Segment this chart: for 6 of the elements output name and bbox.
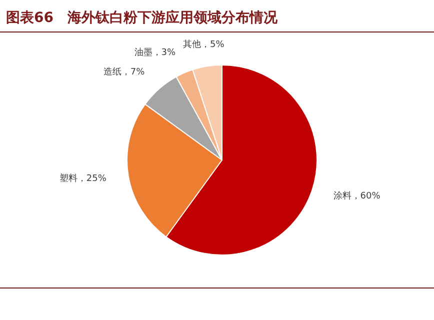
slice-label: 其他，5% xyxy=(183,38,225,50)
chart-title: 图表66 海外钛白粉下游应用领域分布情况 xyxy=(6,9,278,26)
slice-label: 涂料，60% xyxy=(333,190,381,202)
slice-label: 油墨，3% xyxy=(134,47,176,58)
slice-label: 塑料，25% xyxy=(59,172,107,184)
slice-label: 造纸，7% xyxy=(103,66,146,78)
